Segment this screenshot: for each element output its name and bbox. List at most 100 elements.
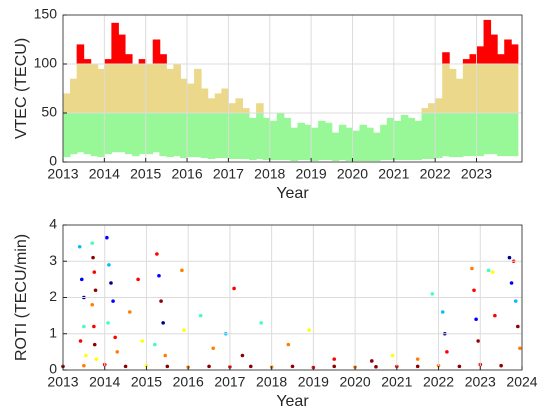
roti-point — [90, 302, 95, 307]
roti-point — [90, 241, 95, 245]
roti-point — [109, 281, 113, 285]
x-tick-label: 2020 — [340, 374, 371, 390]
vtec-bar — [132, 64, 140, 113]
vtec-bar — [70, 113, 78, 155]
vtec-bar — [125, 113, 133, 155]
roti-point — [440, 310, 445, 314]
vtec-bar — [297, 122, 305, 161]
roti-point — [198, 313, 203, 318]
vtec-bar — [104, 64, 112, 113]
x-tick-label: 2013 — [47, 374, 78, 390]
vtec-bar — [290, 127, 298, 162]
roti-point — [332, 364, 337, 369]
y-axis-label: ROTI (TECU/min) — [13, 234, 30, 361]
roti-point — [507, 255, 512, 260]
roti-point — [307, 328, 311, 332]
roti-point — [93, 288, 98, 293]
vtec-bar — [455, 113, 464, 158]
vtec-bar — [214, 113, 223, 159]
vtec-bar — [76, 44, 85, 64]
vtec-bar — [448, 68, 457, 113]
roti-point — [78, 339, 83, 343]
roti-point — [390, 353, 395, 358]
axes-box — [62, 14, 523, 163]
y-tick-label: 1 — [49, 324, 57, 340]
roti-point — [486, 268, 491, 273]
vtec-bar — [469, 113, 478, 157]
roti-point — [445, 350, 449, 354]
x-tick-label: 2014 — [89, 374, 120, 390]
vtec-bar — [373, 132, 381, 162]
roti-point — [159, 299, 163, 303]
roti-point — [232, 286, 236, 291]
roti-point — [470, 266, 474, 271]
roti-point — [430, 292, 435, 296]
vtec-bar — [421, 113, 430, 160]
x-tick-label: 2014 — [89, 166, 120, 182]
vtec-bar — [180, 113, 188, 159]
vtec-bar — [117, 113, 126, 153]
roti-point — [94, 357, 99, 361]
roti-point — [161, 321, 165, 325]
vtec-bar — [428, 103, 436, 113]
roti-point — [79, 277, 84, 282]
vtec-bar — [221, 113, 229, 159]
roti-point — [77, 244, 82, 249]
vtec-bar — [214, 93, 223, 113]
vtec-bar — [442, 64, 450, 113]
roti-point — [92, 324, 96, 329]
vtec-bar — [207, 113, 216, 160]
roti-point — [92, 342, 97, 347]
vtec-bar — [380, 124, 388, 161]
vtec-bar — [104, 59, 112, 64]
roti-point — [91, 255, 95, 260]
vtec-bar — [235, 113, 243, 160]
vtec-bar — [194, 113, 202, 158]
vtec-bar — [166, 68, 174, 113]
roti-point — [457, 364, 462, 369]
vtec-bar — [324, 122, 333, 161]
roti-point — [155, 252, 159, 256]
vtec-bar — [311, 127, 319, 162]
vtec-bar — [207, 98, 216, 113]
vtec-bar — [235, 98, 243, 113]
vtec-bar — [138, 113, 147, 155]
vtec-bar — [200, 113, 209, 159]
vtec-bar — [393, 120, 402, 161]
vtec-bar — [497, 54, 505, 64]
x-tick-label: 2019 — [296, 166, 327, 182]
vtec-bar — [63, 93, 71, 113]
vtec-bar — [455, 78, 464, 113]
vtec-bar — [490, 64, 498, 113]
roti-point — [140, 339, 145, 343]
vtec-bar — [159, 113, 167, 157]
vtec-bar — [76, 113, 85, 153]
vtec-bar — [125, 54, 133, 64]
vtec-bar — [400, 114, 409, 161]
vtec-bar — [180, 78, 188, 113]
vtec-bar — [504, 64, 512, 113]
roti-point — [115, 350, 120, 354]
vtec-bar — [352, 130, 360, 162]
roti-point — [82, 363, 86, 368]
vtec-bar — [97, 113, 105, 158]
roti-point — [111, 299, 115, 303]
x-tick-label: 2018 — [256, 374, 287, 390]
x-tick-label: 2023 — [461, 166, 492, 182]
roti-point — [127, 310, 132, 314]
vtec-bar — [469, 54, 478, 64]
roti-point — [163, 353, 168, 358]
vtec-bar — [304, 124, 312, 161]
vtec-bar — [187, 113, 195, 158]
roti-point — [180, 268, 184, 273]
y-tick-label: 100 — [34, 55, 58, 71]
vtec-bar — [338, 124, 347, 161]
roti-point — [211, 346, 216, 351]
roti-point — [165, 364, 170, 369]
x-tick-label: 2020 — [337, 166, 368, 182]
roti-point — [474, 317, 478, 322]
vtec-bar — [469, 64, 478, 113]
y-tick-label: 2 — [49, 288, 57, 304]
x-tick-label: 2015 — [130, 166, 161, 182]
